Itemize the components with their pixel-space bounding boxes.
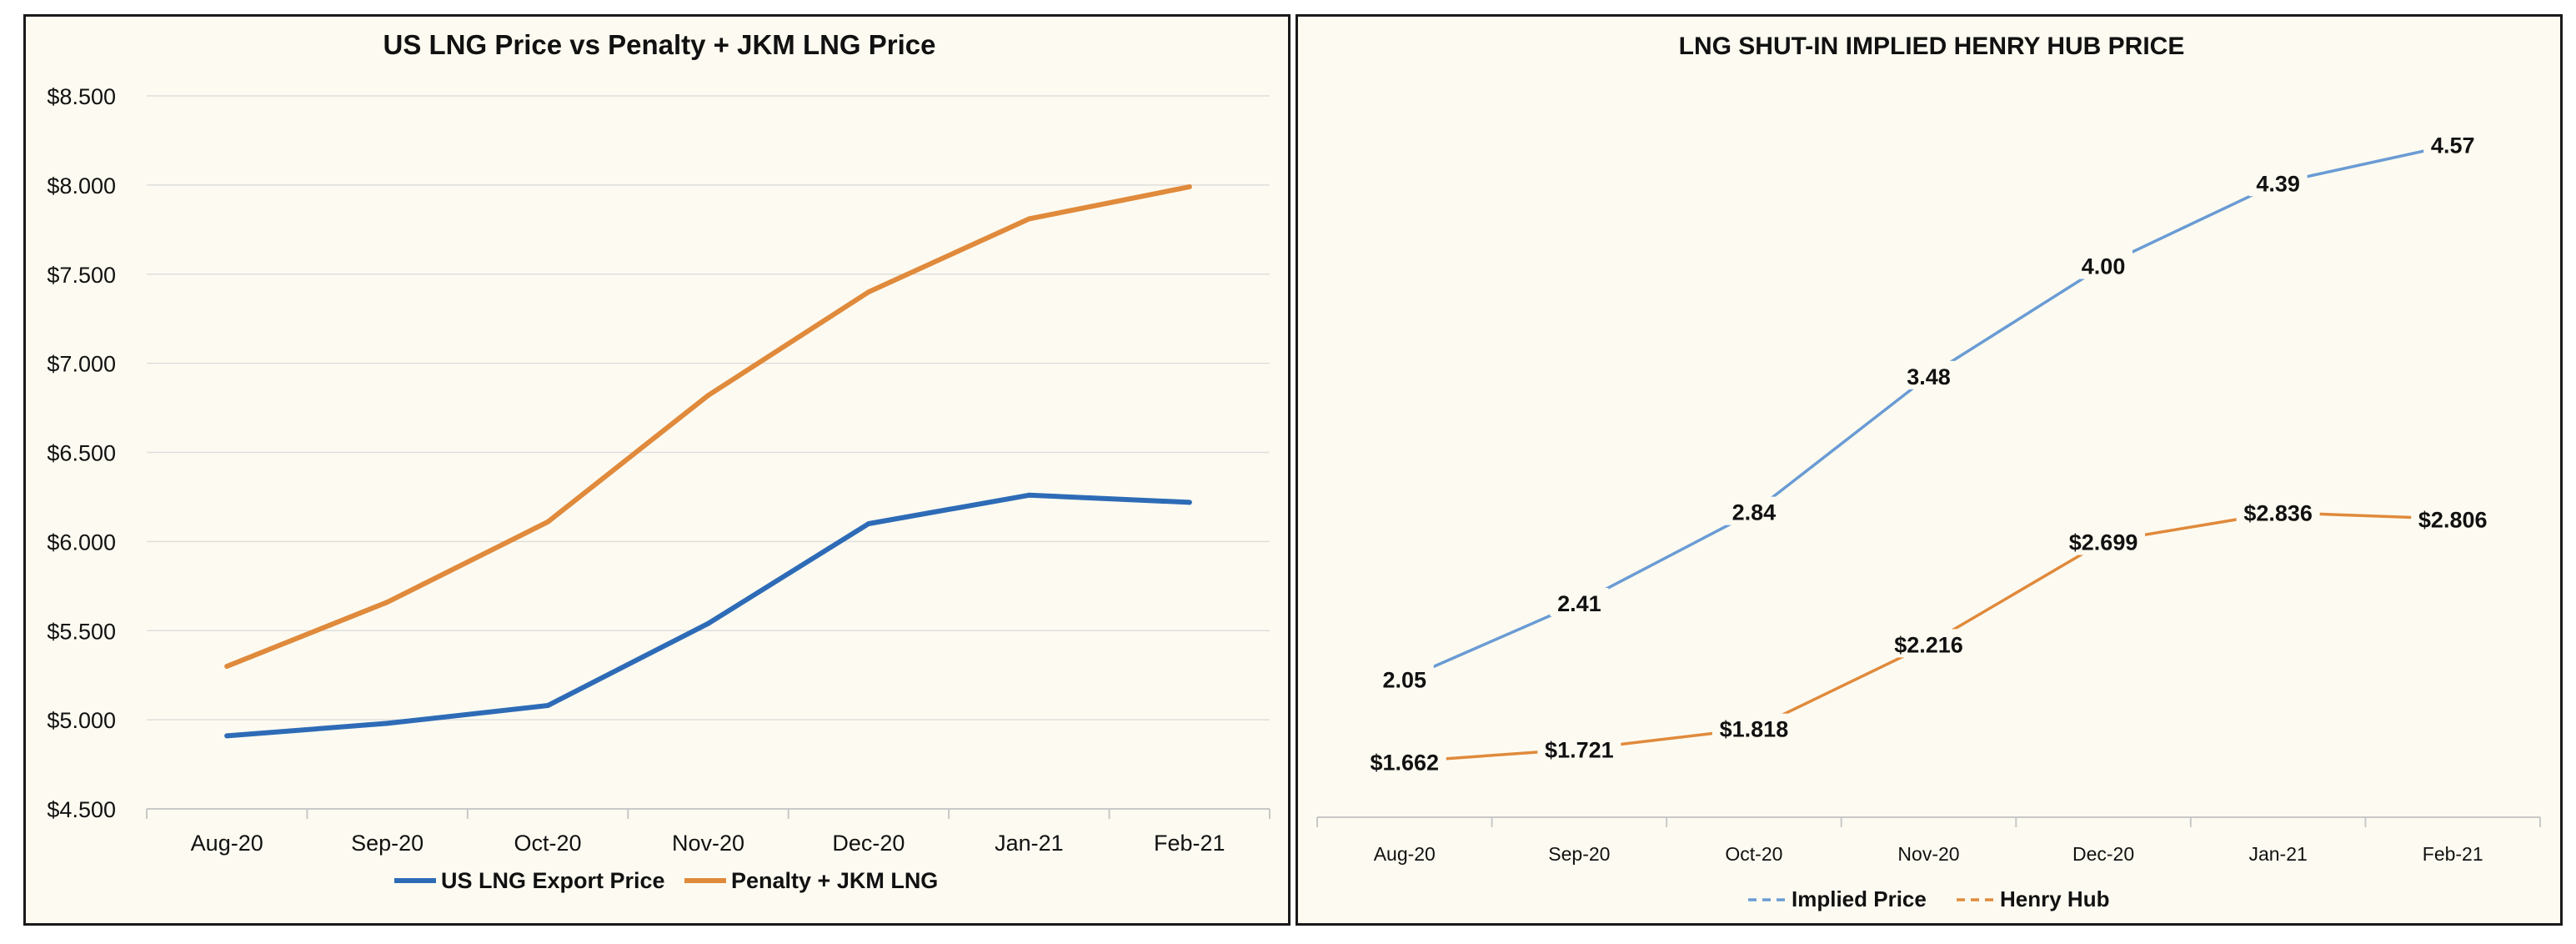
data-label: 4.57 (2431, 133, 2475, 158)
data-label: 2.41 (1557, 591, 1601, 616)
x-tick-label: Sep-20 (1548, 843, 1610, 865)
data-label-background (1362, 746, 1446, 776)
data-label: $2.699 (2069, 530, 2138, 555)
chart-panel-implied-henry-hub: LNG SHUT-IN IMPLIED HENRY HUB PRICE Aug-2… (1296, 14, 2563, 926)
legend-label: Implied Price (1792, 886, 1927, 911)
data-label-background (2248, 168, 2308, 197)
chart-us-lng-vs-jkm: US LNG Price vs Penalty + JKM LNG Price $… (47, 29, 1270, 893)
data-point (1026, 216, 1032, 222)
data-label: 4.00 (2082, 254, 2126, 279)
data-label-background (1537, 734, 1621, 763)
x-tick-label: Aug-20 (1374, 843, 1436, 865)
chart-title: LNG SHUT-IN IMPLIED HENRY HUB PRICE (1679, 33, 2185, 60)
y-tick-label: $6.000 (47, 530, 116, 555)
y-tick-label: $7.500 (47, 263, 116, 288)
data-point (1026, 492, 1032, 498)
y-tick-label: $6.500 (47, 441, 116, 466)
x-tick-label: Jan-21 (2248, 843, 2307, 865)
data-point (865, 289, 871, 295)
x-tick-label: Aug-20 (191, 831, 263, 856)
x-tick-label: Dec-20 (832, 831, 905, 856)
legend-label: US LNG Export Price (441, 868, 665, 893)
data-label: 2.84 (1732, 500, 1777, 525)
data-point (865, 521, 871, 526)
data-point (545, 703, 551, 709)
y-tick-label: $8.500 (47, 84, 116, 109)
data-label: 3.48 (1907, 364, 1951, 389)
chart-title: US LNG Price vs Penalty + JKM LNG Price (383, 29, 936, 60)
x-tick-label: Jan-21 (995, 831, 1064, 856)
data-point (384, 721, 390, 726)
y-tick-label: $4.500 (47, 797, 116, 822)
chart-implied-henry-hub: LNG SHUT-IN IMPLIED HENRY HUB PRICE Aug-2… (1316, 33, 2541, 911)
data-point (1186, 184, 1192, 190)
series-line-penalty-jkm-lng (224, 184, 1192, 669)
chart-panel-us-lng-vs-jkm: US LNG Price vs Penalty + JKM LNG Price $… (23, 14, 1291, 926)
data-label-background (1711, 713, 1796, 742)
data-point (224, 733, 230, 739)
data-label-background (2074, 250, 2133, 279)
data-label: $2.836 (2243, 501, 2313, 526)
data-label: 4.39 (2256, 171, 2300, 196)
x-tick-label: Oct-20 (514, 831, 582, 856)
data-point (224, 664, 230, 669)
data-label-background (2423, 129, 2483, 158)
series-line-us-lng-export-price (224, 492, 1192, 739)
x-tick-label: Nov-20 (1897, 843, 1959, 865)
data-point (545, 519, 551, 525)
data-point (705, 620, 711, 626)
data-label: $1.721 (1545, 737, 1614, 762)
data-label: $2.216 (1894, 632, 1963, 657)
y-tick-label: $5.000 (47, 708, 116, 733)
data-label-background (2236, 497, 2320, 526)
y-tick-label: $7.000 (47, 352, 116, 377)
data-label: $1.662 (1370, 750, 1439, 775)
data-point (1186, 500, 1192, 505)
y-tick-label: $5.500 (47, 619, 116, 644)
data-label: $2.806 (2418, 507, 2488, 532)
data-label: $1.818 (1720, 717, 1789, 742)
data-label-background (1375, 664, 1434, 693)
data-label-background (1724, 496, 1783, 525)
y-tick-label: $8.000 (47, 173, 116, 198)
data-label-background (2062, 526, 2146, 555)
data-point (384, 600, 390, 605)
x-tick-label: Sep-20 (351, 831, 423, 856)
legend-label: Henry Hub (2000, 886, 2109, 911)
data-label: 2.05 (1383, 668, 1427, 693)
x-tick-label: Oct-20 (1725, 843, 1782, 865)
data-label-background (1887, 629, 1971, 658)
data-label-background (1899, 360, 1958, 389)
data-point (705, 393, 711, 399)
x-tick-label: Dec-20 (2072, 843, 2134, 865)
legend-label: Penalty + JKM LNG (731, 868, 938, 893)
x-tick-label: Feb-21 (2423, 843, 2483, 865)
x-tick-label: Nov-20 (672, 831, 744, 856)
data-label-background (2411, 504, 2495, 533)
data-label-background (1550, 588, 1609, 617)
x-tick-label: Feb-21 (1154, 831, 1225, 856)
